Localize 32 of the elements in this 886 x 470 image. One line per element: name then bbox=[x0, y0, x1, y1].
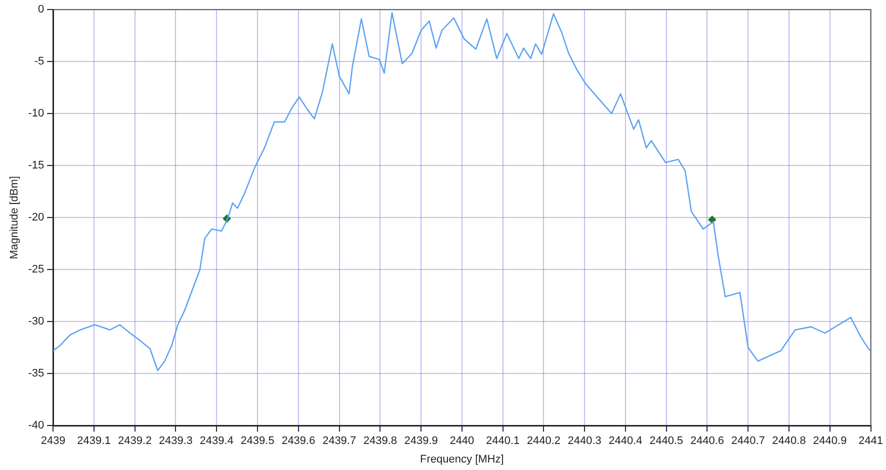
x-tick-label: 2441 bbox=[858, 435, 884, 448]
y-tick-label: -40 bbox=[28, 420, 44, 432]
x-tick-label: 2439.5 bbox=[240, 435, 274, 448]
x-tick-label: 2439.4 bbox=[200, 435, 234, 448]
x-tick-label: 2440.8 bbox=[772, 435, 806, 448]
x-tick-label: 2440.5 bbox=[650, 435, 684, 448]
x-tick-label: 2440.9 bbox=[813, 435, 847, 448]
x-tick-label: 2440 bbox=[450, 435, 474, 448]
x-tick-label: 2440.4 bbox=[608, 435, 642, 448]
x-tick-label: 2439.6 bbox=[282, 435, 316, 448]
y-tick-label: -20 bbox=[28, 212, 44, 224]
x-tick-label: 2440.3 bbox=[568, 435, 602, 448]
x-tick-label: 2440.2 bbox=[526, 435, 561, 448]
x-tick-label: 2439.2 bbox=[118, 435, 152, 448]
x-tick-label: 2439.8 bbox=[363, 435, 397, 448]
x-tick-label: 2439.3 bbox=[158, 435, 193, 448]
y-tick-label: -35 bbox=[28, 368, 44, 380]
x-tick-label: 2440.7 bbox=[731, 435, 765, 448]
y-tick-label: -10 bbox=[28, 108, 44, 120]
y-tick-label: -15 bbox=[28, 160, 44, 172]
y-tick-label: -5 bbox=[34, 56, 44, 68]
x-tick-label: 2440.1 bbox=[486, 435, 520, 448]
x-tick-label: 2439 bbox=[40, 435, 66, 448]
y-tick-label: -30 bbox=[28, 316, 44, 328]
x-axis-title: Frequency [MHz] bbox=[420, 453, 504, 466]
x-tick-label: 2439.1 bbox=[77, 435, 111, 448]
y-tick-label: -25 bbox=[28, 264, 44, 276]
x-tick-label: 2439.7 bbox=[322, 435, 356, 448]
x-tick-label: 2439.9 bbox=[404, 435, 438, 448]
x-tick-label: 2440.6 bbox=[690, 435, 724, 448]
y-axis-title: Magnitude [dBm] bbox=[8, 176, 21, 260]
y-tick-label: 0 bbox=[38, 4, 44, 16]
